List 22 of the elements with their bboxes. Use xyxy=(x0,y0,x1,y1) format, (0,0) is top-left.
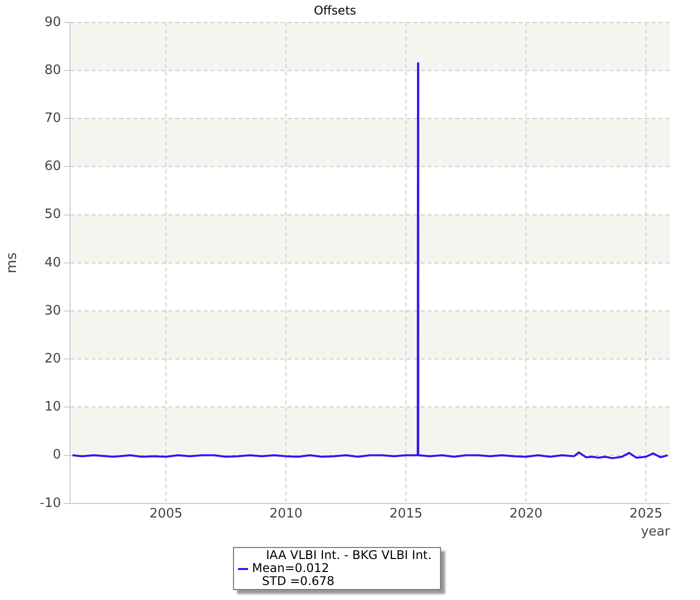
y-tick-label: 40 xyxy=(44,255,61,270)
y-tick-label: 60 xyxy=(44,159,61,174)
x-tick-label: 2020 xyxy=(509,506,543,522)
y-axis-title: ms xyxy=(4,252,20,274)
x-axis-title: year xyxy=(640,524,671,540)
y-tick-label: 20 xyxy=(44,351,61,366)
y-tick-label: 10 xyxy=(44,400,61,415)
chart-title: Offsets xyxy=(314,3,356,18)
text: Mean=0.012 xyxy=(252,561,330,575)
x-tick-label: 2010 xyxy=(269,506,303,522)
y-tick-label: 50 xyxy=(44,207,61,222)
y-tick-label: 0 xyxy=(52,448,61,463)
x-tick-label: 2005 xyxy=(149,506,183,522)
y-tick-label: -10 xyxy=(40,496,61,511)
x-tick-label: 2025 xyxy=(629,506,663,522)
y-tick-label: 30 xyxy=(44,303,61,318)
x-tick-label: 2015 xyxy=(389,506,423,522)
text: STD =0.678 xyxy=(261,574,336,588)
y-tick-label: 90 xyxy=(44,14,61,30)
y-tick-label: 80 xyxy=(44,62,61,78)
text: IAA VLBI Int. - BKG VLBI Int. xyxy=(265,548,432,562)
y-tick-label: 70 xyxy=(44,110,61,126)
